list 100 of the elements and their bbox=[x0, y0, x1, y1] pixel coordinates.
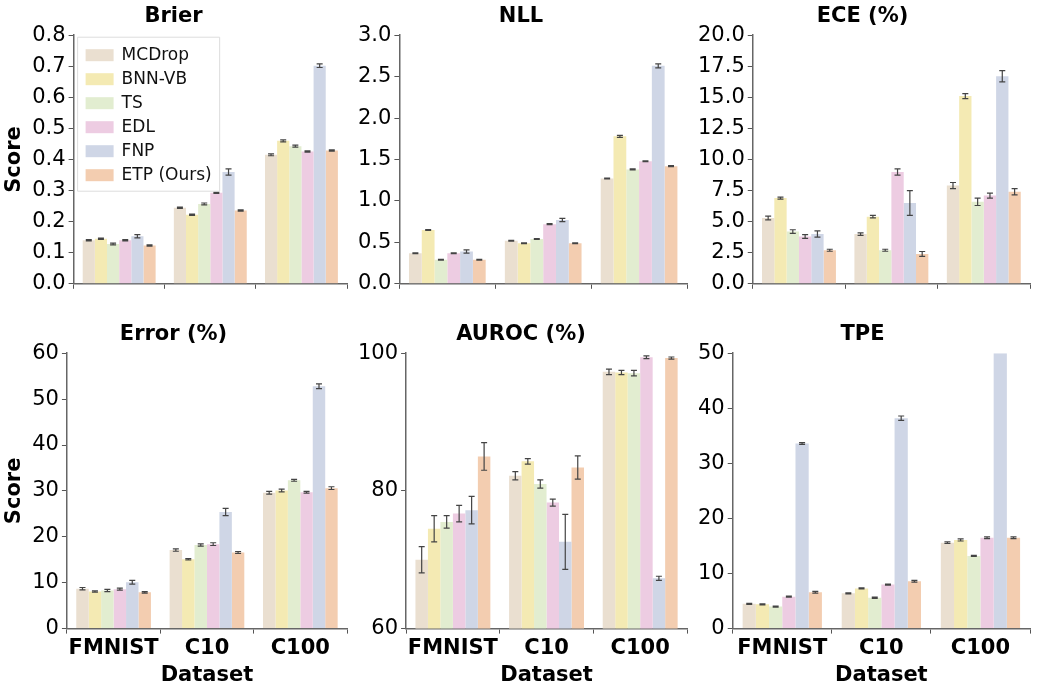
bar bbox=[940, 542, 955, 629]
bar bbox=[277, 140, 290, 284]
y-tick-label: 10 bbox=[697, 559, 725, 584]
bar bbox=[206, 544, 220, 629]
bar bbox=[210, 192, 223, 284]
y-tick-label: 2.0 bbox=[357, 104, 392, 129]
y-axis-title: Score bbox=[1, 126, 26, 193]
bar bbox=[275, 490, 288, 629]
bar bbox=[517, 243, 531, 284]
bar bbox=[530, 239, 544, 284]
bar bbox=[907, 581, 921, 629]
bar bbox=[769, 606, 783, 629]
bar bbox=[980, 537, 994, 629]
x-tick-label: C10 bbox=[524, 634, 569, 659]
bar bbox=[219, 512, 232, 629]
y-tick-label: 0.5 bbox=[357, 228, 392, 253]
y-tick-label: 100 bbox=[357, 339, 399, 364]
bar bbox=[222, 171, 235, 284]
y-tick-label: 0.1 bbox=[32, 239, 66, 264]
y-tick-label: 0.0 bbox=[32, 270, 66, 295]
bar bbox=[94, 238, 108, 284]
bar bbox=[903, 203, 917, 284]
x-axis-title: Dataset bbox=[500, 661, 593, 686]
bar bbox=[555, 219, 569, 284]
y-tick-label: 0.4 bbox=[32, 145, 66, 170]
bar bbox=[173, 207, 186, 284]
y-tick-label: 0 bbox=[711, 615, 725, 640]
y-tick-label: 2.5 bbox=[711, 239, 745, 264]
bar bbox=[82, 240, 95, 284]
bar bbox=[143, 245, 156, 284]
bar bbox=[664, 166, 678, 284]
y-tick-label: 60 bbox=[371, 615, 399, 640]
bar bbox=[543, 224, 556, 284]
bar bbox=[996, 76, 1009, 284]
bar bbox=[504, 240, 518, 284]
bar bbox=[234, 210, 247, 284]
bar bbox=[300, 492, 313, 629]
bar bbox=[894, 418, 908, 629]
bar bbox=[891, 171, 904, 284]
legend-label: BNN-VB bbox=[121, 67, 188, 88]
bar bbox=[1006, 537, 1021, 629]
bar bbox=[762, 217, 775, 284]
bar bbox=[916, 253, 929, 284]
bar bbox=[626, 169, 640, 284]
bar bbox=[107, 244, 120, 284]
legend-label: TS bbox=[120, 91, 143, 112]
bar bbox=[881, 584, 895, 629]
bar bbox=[613, 136, 627, 284]
y-tick-label: 1.0 bbox=[357, 187, 392, 212]
bar bbox=[101, 590, 114, 629]
bar bbox=[983, 195, 997, 284]
bar bbox=[854, 234, 867, 284]
chart-title: AUROC (%) bbox=[456, 321, 586, 346]
y-tick-label: 1.5 bbox=[357, 145, 392, 170]
legend-label: MCDrop bbox=[121, 43, 190, 64]
y-axis-title: Score bbox=[1, 457, 26, 525]
legend-label: FNP bbox=[121, 139, 155, 160]
bar bbox=[325, 488, 338, 629]
bar bbox=[1008, 191, 1021, 284]
bar bbox=[88, 591, 102, 629]
bar bbox=[289, 146, 302, 284]
bar bbox=[568, 243, 582, 284]
x-tick-label: FMNIST bbox=[68, 634, 160, 659]
bar bbox=[879, 250, 892, 284]
bar bbox=[786, 231, 799, 284]
bar bbox=[993, 353, 1007, 629]
legend-label: ETP (Ours) bbox=[121, 163, 212, 184]
y-tick-label: 0.6 bbox=[32, 83, 66, 108]
y-tick-label: 80 bbox=[371, 477, 399, 502]
y-tick-label: 20.0 bbox=[697, 21, 745, 46]
bar bbox=[808, 592, 822, 629]
y-tick-label: 0.0 bbox=[711, 270, 745, 295]
bar bbox=[967, 555, 981, 629]
y-tick-label: 10.0 bbox=[697, 145, 745, 170]
bar bbox=[312, 386, 326, 629]
bar bbox=[76, 588, 89, 629]
bar bbox=[231, 552, 245, 629]
y-tick-label: 0.5 bbox=[32, 114, 66, 139]
bar bbox=[795, 443, 809, 629]
bar bbox=[138, 592, 151, 629]
y-tick-label: 0.3 bbox=[32, 177, 66, 202]
chart-title: NLL bbox=[498, 3, 544, 28]
bar bbox=[954, 539, 968, 629]
x-tick-label: FMNIST bbox=[407, 634, 499, 659]
y-tick-label: 50 bbox=[697, 339, 725, 364]
y-tick-label: 10 bbox=[32, 569, 59, 594]
bar bbox=[971, 201, 984, 284]
y-tick-label: 0.8 bbox=[32, 21, 66, 46]
bar bbox=[434, 259, 448, 284]
bar bbox=[186, 214, 199, 284]
bar bbox=[182, 559, 195, 629]
y-tick-label: 3.0 bbox=[357, 21, 392, 46]
y-tick-label: 40 bbox=[697, 394, 725, 419]
bar bbox=[113, 589, 127, 629]
legend-label: EDL bbox=[121, 115, 156, 136]
x-axis-title: Dataset bbox=[835, 661, 928, 686]
bar bbox=[854, 588, 869, 629]
bar bbox=[126, 582, 139, 629]
bar bbox=[946, 185, 960, 284]
bar bbox=[301, 151, 314, 284]
